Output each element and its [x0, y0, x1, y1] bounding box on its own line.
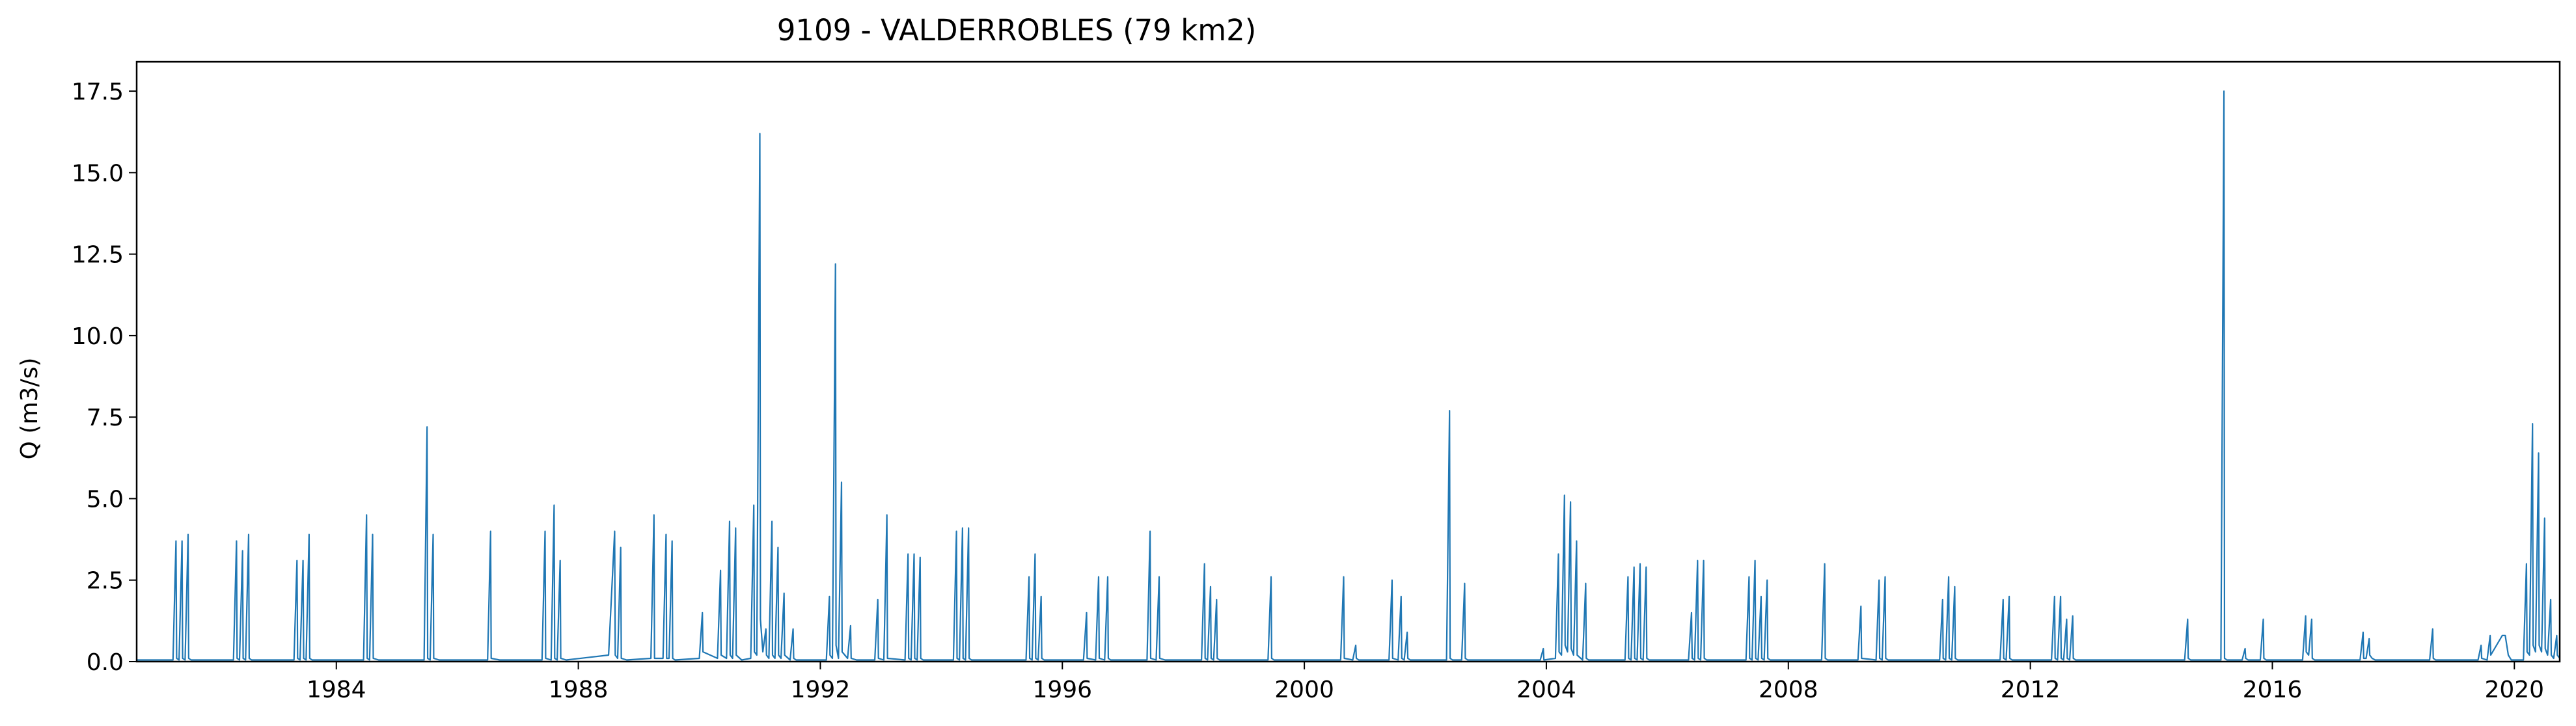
x-axis: 1984 1988 1992 1996 2000 2004 2008 2012 2016 2020	[307, 662, 2544, 703]
y-axis-label: Q (m3/s)	[16, 358, 43, 460]
x-tick-label: 2008	[1759, 677, 1818, 703]
y-tick-label: 5.0	[87, 486, 124, 513]
chart-title: 9109 - VALDERROBLES (79 km2)	[777, 13, 1257, 47]
x-tick-label: 2012	[2001, 677, 2061, 703]
series-line	[137, 90, 2560, 661]
x-tick-label: 2020	[2484, 677, 2544, 703]
y-axis: 0.0 2.5 5.0 7.5 10.0 12.5 15.0 17.5	[72, 79, 137, 676]
y-tick-label: 0.0	[87, 649, 124, 676]
x-tick-label: 2004	[1516, 677, 1576, 703]
axes-frame	[135, 60, 2561, 663]
y-tick-label: 15.0	[72, 160, 124, 187]
x-tick-label: 1988	[549, 677, 609, 703]
y-tick-label: 17.5	[72, 79, 124, 105]
x-tick-label: 2016	[2243, 677, 2303, 703]
y-tick-label: 7.5	[87, 405, 124, 431]
y-tick-label: 10.0	[72, 323, 124, 350]
y-tick-label: 12.5	[72, 242, 124, 269]
x-tick-label: 1996	[1032, 677, 1092, 703]
x-tick-label: 2000	[1274, 677, 1334, 703]
plot-area: 0.0 2.5 5.0 7.5 10.0 12.5 15.0 17.5 1984 1988 199…	[72, 60, 2561, 703]
x-tick-label: 1984	[307, 677, 366, 703]
y-tick-label: 2.5	[87, 568, 124, 595]
x-tick-label: 1992	[791, 677, 851, 703]
